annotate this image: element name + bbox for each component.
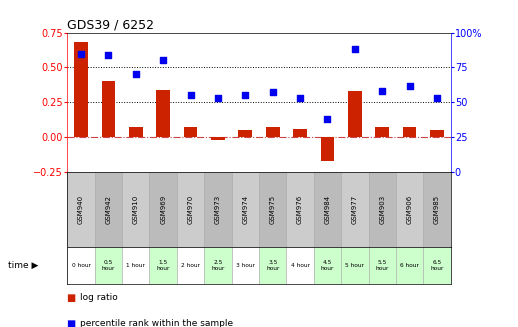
- Bar: [286, 247, 314, 284]
- Bar: [403, 127, 416, 137]
- Bar: [368, 172, 396, 247]
- Bar: [348, 91, 362, 137]
- Text: GSM975: GSM975: [270, 195, 276, 224]
- Bar: [376, 127, 389, 137]
- Text: 5 hour: 5 hour: [346, 263, 364, 268]
- Point: [132, 72, 140, 77]
- Bar: [102, 81, 115, 137]
- Point: [77, 51, 85, 56]
- Bar: [286, 172, 314, 247]
- Point: [433, 95, 441, 101]
- Bar: [74, 43, 88, 137]
- Text: log ratio: log ratio: [80, 293, 118, 302]
- Text: 3.5
hour: 3.5 hour: [266, 260, 279, 271]
- Bar: [129, 127, 142, 137]
- Bar: [95, 247, 122, 284]
- Bar: [341, 247, 368, 284]
- Bar: [232, 172, 259, 247]
- Text: GSM969: GSM969: [160, 195, 166, 224]
- Bar: [95, 172, 122, 247]
- Bar: [396, 172, 423, 247]
- Text: GSM942: GSM942: [105, 195, 111, 224]
- Point: [159, 58, 167, 63]
- Text: ■: ■: [67, 293, 80, 302]
- Bar: [204, 247, 232, 284]
- Bar: [204, 172, 232, 247]
- Bar: [238, 130, 252, 137]
- Bar: [150, 172, 177, 247]
- Bar: [177, 172, 204, 247]
- Bar: [211, 137, 225, 140]
- Bar: [430, 130, 444, 137]
- Point: [406, 83, 414, 88]
- Text: 0.5
hour: 0.5 hour: [102, 260, 115, 271]
- Point: [268, 90, 277, 95]
- Bar: [314, 247, 341, 284]
- Text: GSM910: GSM910: [133, 195, 139, 224]
- Text: GSM906: GSM906: [407, 195, 413, 224]
- Text: 6.5
hour: 6.5 hour: [430, 260, 443, 271]
- Text: 2 hour: 2 hour: [181, 263, 200, 268]
- Bar: [122, 247, 150, 284]
- Text: GSM985: GSM985: [434, 195, 440, 224]
- Bar: [184, 127, 197, 137]
- Text: GSM940: GSM940: [78, 195, 84, 224]
- Point: [104, 52, 112, 58]
- Text: 2.5
hour: 2.5 hour: [211, 260, 225, 271]
- Text: 3 hour: 3 hour: [236, 263, 255, 268]
- Bar: [177, 247, 204, 284]
- Text: 0 hour: 0 hour: [71, 263, 91, 268]
- Text: GSM976: GSM976: [297, 195, 303, 224]
- Bar: [259, 247, 286, 284]
- Bar: [423, 247, 451, 284]
- Text: 6 hour: 6 hour: [400, 263, 419, 268]
- Bar: [259, 172, 286, 247]
- Bar: [150, 247, 177, 284]
- Text: GSM974: GSM974: [242, 195, 248, 224]
- Text: 4.5
hour: 4.5 hour: [321, 260, 334, 271]
- Bar: [368, 247, 396, 284]
- Text: ■: ■: [67, 319, 80, 327]
- Bar: [232, 247, 259, 284]
- Bar: [423, 172, 451, 247]
- Bar: [67, 247, 95, 284]
- Bar: [67, 172, 95, 247]
- Bar: [266, 127, 280, 137]
- Bar: [314, 172, 341, 247]
- Bar: [321, 137, 334, 161]
- Bar: [122, 172, 150, 247]
- Text: 1 hour: 1 hour: [126, 263, 145, 268]
- Point: [296, 95, 304, 101]
- Text: GSM984: GSM984: [324, 195, 330, 224]
- Point: [351, 47, 359, 52]
- Text: GDS39 / 6252: GDS39 / 6252: [67, 19, 154, 31]
- Point: [323, 116, 332, 121]
- Point: [186, 93, 195, 98]
- Bar: [396, 247, 423, 284]
- Text: time ▶: time ▶: [8, 261, 38, 270]
- Bar: [293, 129, 307, 137]
- Text: 5.5
hour: 5.5 hour: [376, 260, 389, 271]
- Text: GSM977: GSM977: [352, 195, 358, 224]
- Text: GSM973: GSM973: [215, 195, 221, 224]
- Point: [241, 93, 250, 98]
- Point: [214, 95, 222, 101]
- Text: 4 hour: 4 hour: [291, 263, 310, 268]
- Text: GSM903: GSM903: [379, 195, 385, 224]
- Text: 1.5
hour: 1.5 hour: [156, 260, 170, 271]
- Point: [378, 88, 386, 94]
- Text: percentile rank within the sample: percentile rank within the sample: [80, 319, 234, 327]
- Bar: [156, 90, 170, 137]
- Bar: [341, 172, 368, 247]
- Text: GSM970: GSM970: [188, 195, 194, 224]
